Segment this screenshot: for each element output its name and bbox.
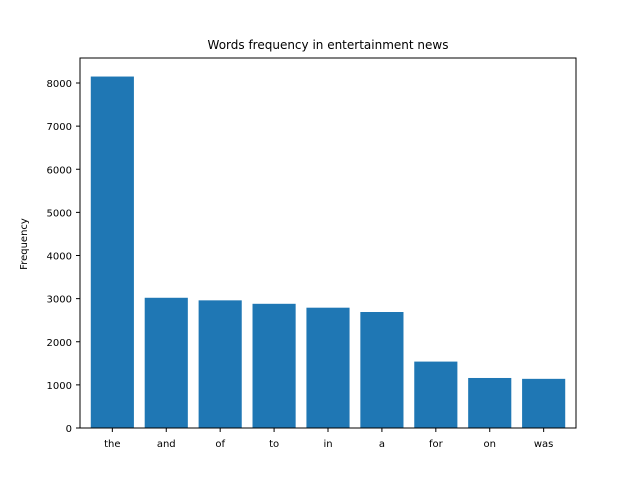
bars-group	[90, 76, 566, 428]
y-tick-label: 4000	[47, 252, 72, 263]
y-tick-label: 7000	[47, 122, 72, 133]
y-tick-label: 3000	[47, 295, 72, 306]
bar-a	[360, 312, 404, 428]
y-tick-label: 2000	[47, 338, 72, 349]
chart-title: Words frequency in entertainment news	[208, 38, 449, 52]
bar-on	[468, 377, 512, 428]
y-tick-label: 6000	[47, 165, 72, 176]
bar-of	[198, 300, 242, 428]
y-axis-ticks: 0 1000 2000 3000 4000 5000 6000 7000 8000	[47, 79, 80, 435]
bar-for	[414, 361, 458, 428]
x-tick-label-to: to	[269, 439, 279, 450]
x-axis-ticks: the and of to in a for on was	[104, 428, 553, 450]
y-tick-label: 0	[66, 424, 72, 435]
y-tick-label: 1000	[47, 381, 72, 392]
x-tick-label-of: of	[215, 439, 225, 450]
plot-area-frame	[79, 57, 577, 429]
bar-to	[252, 303, 296, 428]
x-tick-label-was: was	[534, 439, 554, 450]
bar-was	[522, 378, 566, 428]
x-tick-label-the: the	[104, 439, 120, 450]
x-tick-label-a: a	[379, 439, 385, 450]
y-axis-title: Frequency	[19, 218, 30, 270]
y-tick-label: 5000	[47, 208, 72, 219]
x-tick-label-in: in	[323, 439, 332, 450]
x-tick-label-on: on	[484, 439, 496, 450]
bar-and	[144, 297, 188, 428]
bar-in	[306, 307, 350, 428]
y-tick-label: 8000	[47, 79, 72, 90]
x-tick-label-and: and	[157, 439, 176, 450]
bar-the	[90, 76, 134, 428]
x-tick-label-for: for	[429, 439, 444, 450]
